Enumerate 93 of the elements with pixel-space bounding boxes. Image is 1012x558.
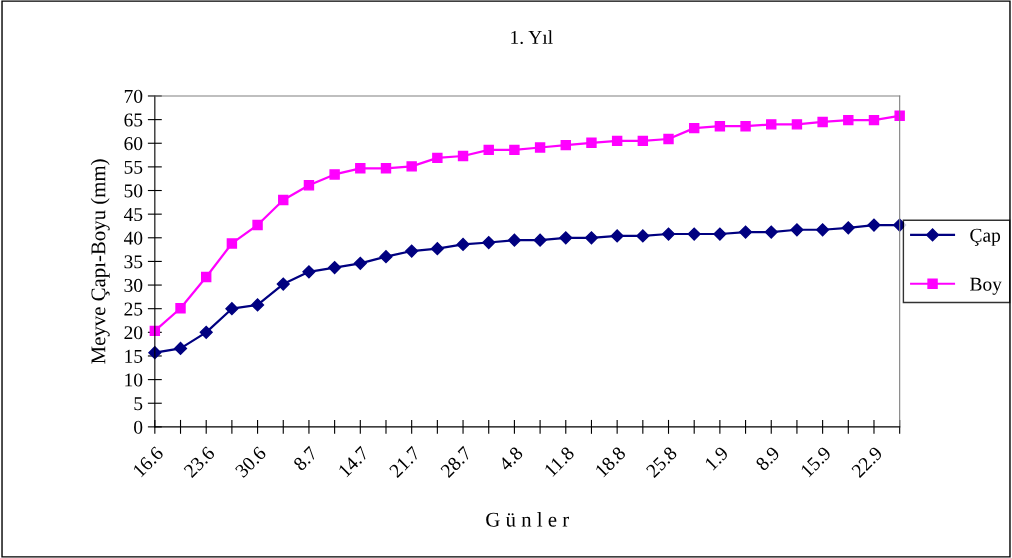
point xyxy=(611,135,623,147)
point xyxy=(226,238,238,249)
point xyxy=(533,233,547,247)
x-tick-label: 18.8 xyxy=(594,445,627,478)
point xyxy=(663,133,674,145)
y-tick-label: 50 xyxy=(124,184,143,198)
y-tick-label: 15 xyxy=(125,349,143,363)
point xyxy=(559,231,573,245)
legend-label: Çap xyxy=(970,228,1001,246)
y-tick-label: 5 xyxy=(134,397,143,411)
y-tick-label: 70 xyxy=(124,89,143,103)
y-tick-label: 35 xyxy=(124,255,143,269)
point xyxy=(225,302,239,316)
point xyxy=(457,150,469,162)
point xyxy=(867,218,881,232)
point xyxy=(713,227,727,241)
point xyxy=(766,119,777,130)
point xyxy=(148,346,162,360)
point xyxy=(738,225,753,239)
x-tick-label: 15.9 xyxy=(800,445,832,478)
point xyxy=(714,121,726,132)
x-tick-label: 22.9 xyxy=(850,445,884,479)
x-axis-title: G ü n l e r xyxy=(486,512,570,527)
x-tick-label: 1.9 xyxy=(704,445,730,471)
point xyxy=(200,271,212,283)
x-tick-label: 16.6 xyxy=(132,445,165,478)
legend-label: Boy xyxy=(970,277,1002,295)
point xyxy=(534,142,546,153)
point xyxy=(791,119,803,130)
point xyxy=(894,110,905,122)
point xyxy=(482,235,496,250)
point xyxy=(173,341,188,355)
x-tick-label: 30.6 xyxy=(234,445,267,479)
x-tick-label: 28.7 xyxy=(439,445,473,479)
point xyxy=(430,242,444,256)
point xyxy=(868,114,880,126)
point xyxy=(456,237,470,251)
x-tick-label: 14.7 xyxy=(337,445,370,478)
point xyxy=(661,227,676,241)
point xyxy=(405,244,419,258)
point xyxy=(250,298,265,312)
y-tick-label: 55 xyxy=(124,160,143,174)
y-tick-label: 30 xyxy=(124,278,143,292)
point xyxy=(636,229,650,243)
point xyxy=(687,227,701,241)
y-tick-label: 45 xyxy=(123,208,143,222)
point xyxy=(303,180,315,191)
point xyxy=(252,219,263,231)
y-tick-label: 0 xyxy=(134,420,143,434)
x-tick-label: 8.9 xyxy=(754,445,781,472)
point xyxy=(379,250,393,264)
y-tick-label: 60 xyxy=(124,137,143,151)
point xyxy=(278,194,289,206)
point xyxy=(817,116,828,128)
point xyxy=(406,161,417,172)
chart-title: 1. Yıl xyxy=(511,30,553,45)
point xyxy=(764,225,778,239)
point xyxy=(740,121,751,132)
point xyxy=(816,223,830,237)
x-tick-label: 8.7 xyxy=(292,445,319,472)
point xyxy=(302,265,316,279)
y-tick-label: 25 xyxy=(124,302,143,316)
point xyxy=(276,277,290,291)
point xyxy=(688,122,700,134)
y-tick-label: 10 xyxy=(125,373,143,387)
x-tick-label: 11.8 xyxy=(543,445,575,477)
x-tick-label: 21.7 xyxy=(388,445,422,479)
point xyxy=(380,163,392,174)
point xyxy=(329,169,340,180)
y-tick-label: 20 xyxy=(124,326,143,340)
point xyxy=(328,260,342,275)
point xyxy=(199,325,213,339)
point xyxy=(841,221,855,235)
point xyxy=(586,137,597,148)
y-tick-label: 40 xyxy=(123,231,143,245)
point xyxy=(790,223,804,237)
point xyxy=(483,144,494,156)
point xyxy=(353,256,367,270)
point xyxy=(610,229,624,243)
point xyxy=(507,233,521,247)
point xyxy=(509,144,520,156)
point xyxy=(560,139,571,151)
point xyxy=(843,114,854,126)
point xyxy=(584,231,599,245)
y-axis-title: Meyve Çapı-Boyu (mm) xyxy=(90,159,110,364)
y-tick-label: 65 xyxy=(124,113,143,127)
x-tick-label: 23.6 xyxy=(183,445,216,479)
point xyxy=(355,163,366,174)
point xyxy=(637,135,649,147)
x-tick-label: 25.8 xyxy=(645,445,678,479)
point xyxy=(175,303,186,314)
x-tick-label: 4.8 xyxy=(497,445,524,472)
point xyxy=(432,152,443,164)
